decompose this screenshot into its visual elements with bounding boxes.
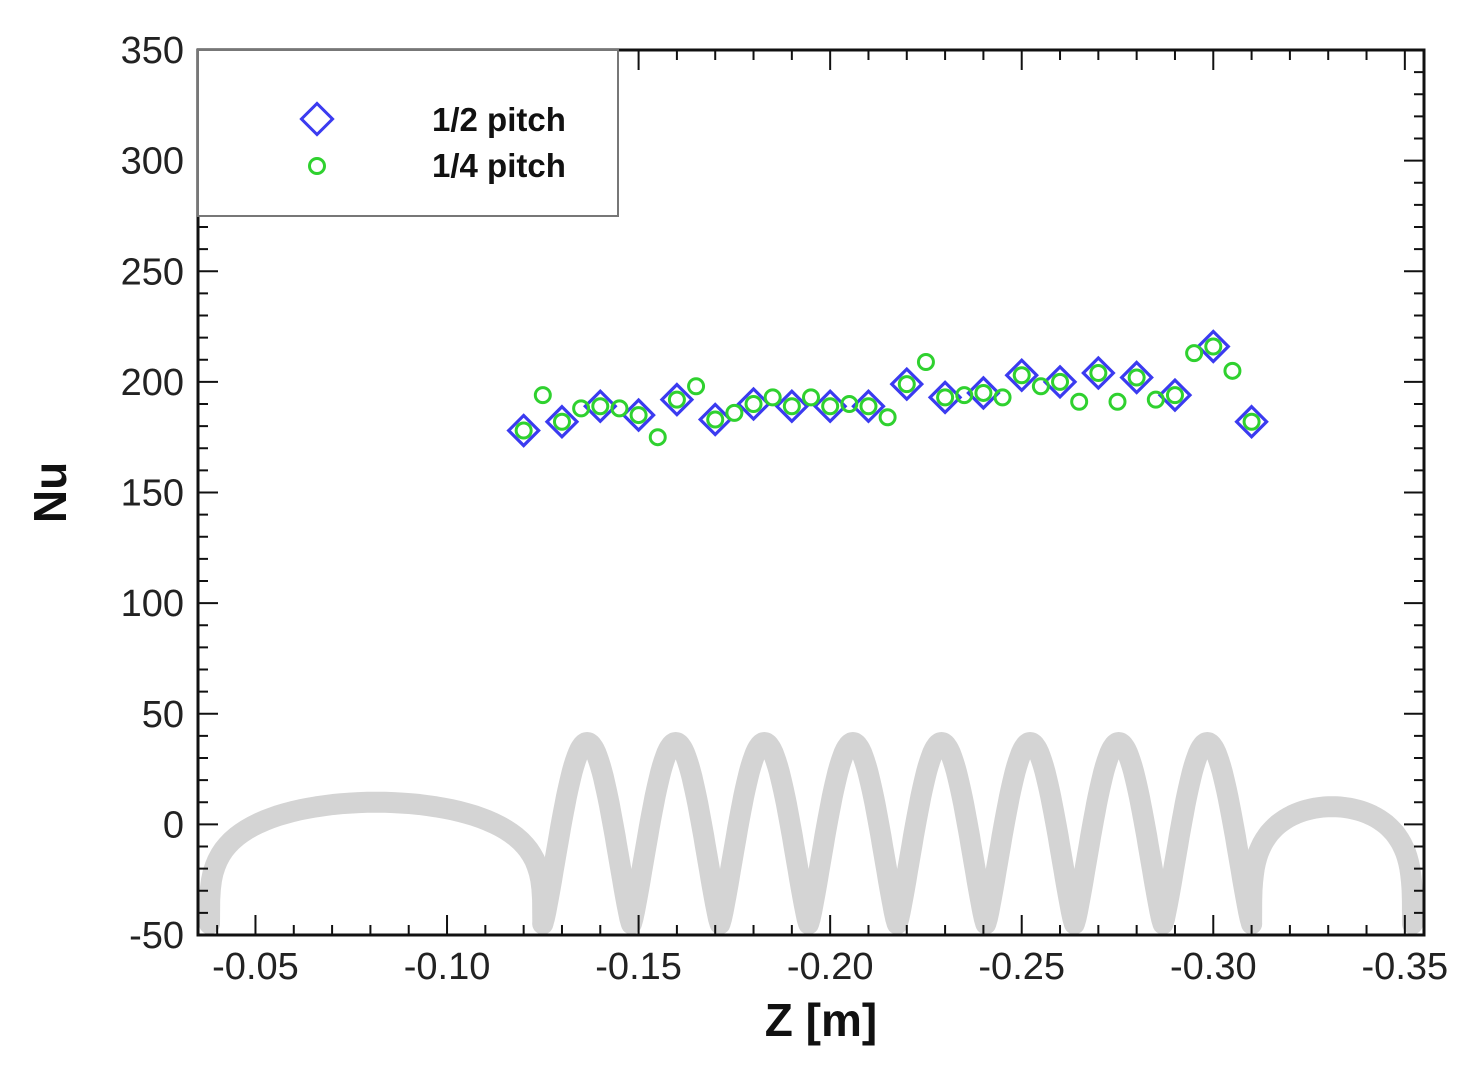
point-quarter-pitch	[993, 388, 1012, 407]
y-axis-title: Nu	[24, 462, 76, 523]
y-tick-label: 100	[121, 583, 184, 625]
y-tick-label: 300	[121, 141, 184, 183]
point-half-pitch	[774, 388, 810, 424]
point-half-pitch	[1004, 357, 1039, 393]
y-tick-label: -50	[129, 915, 184, 957]
point-half-pitch	[1081, 355, 1116, 391]
point-half-pitch	[697, 402, 733, 437]
point-quarter-pitch	[1070, 392, 1089, 411]
point-quarter-pitch	[1165, 386, 1184, 405]
point-half-pitch	[621, 397, 656, 433]
point-quarter-pitch	[955, 386, 974, 405]
y-tick-label: 250	[121, 251, 184, 293]
point-half-pitch	[1196, 329, 1231, 364]
legend-marker-quarter-pitch	[308, 157, 326, 175]
point-half-pitch	[659, 382, 695, 417]
legend-box	[197, 49, 619, 217]
point-half-pitch	[889, 366, 925, 402]
point-half-pitch	[851, 388, 886, 424]
point-half-pitch	[506, 413, 541, 448]
legend-marker-half-pitch	[299, 101, 335, 137]
y-tick-label: 50	[142, 694, 184, 736]
point-half-pitch	[966, 375, 1001, 411]
point-quarter-pitch	[1108, 392, 1127, 411]
point-quarter-pitch	[916, 352, 935, 371]
point-quarter-pitch	[897, 375, 916, 394]
point-quarter-pitch	[1051, 372, 1070, 391]
point-quarter-pitch	[572, 399, 591, 418]
x-tick-label: -0.05	[212, 946, 299, 988]
coil-turns	[532, 732, 1263, 935]
point-half-pitch	[1157, 377, 1193, 413]
y-tick-label: 0	[163, 804, 184, 846]
point-quarter-pitch	[782, 397, 801, 416]
point-quarter-pitch	[648, 428, 667, 447]
point-quarter-pitch	[1127, 368, 1146, 387]
point-quarter-pitch	[552, 412, 571, 431]
point-quarter-pitch	[744, 395, 763, 413]
point-quarter-pitch	[1012, 366, 1031, 385]
point-quarter-pitch	[725, 403, 744, 422]
point-quarter-pitch	[610, 399, 629, 418]
point-quarter-pitch	[667, 390, 686, 409]
point-half-pitch	[1042, 364, 1078, 400]
point-quarter-pitch	[1242, 412, 1261, 431]
point-quarter-pitch	[706, 410, 725, 429]
legend: 1/2 pitch 1/4 pitch	[197, 49, 619, 217]
data-points	[506, 329, 1269, 448]
x-tick-label: -0.25	[978, 946, 1065, 988]
point-quarter-pitch	[1204, 337, 1223, 356]
point-quarter-pitch	[1089, 364, 1108, 383]
tick-labels: -0.05 -0.10 -0.15 -0.20 -0.25 -0.30 -0.35 -50 0 5…	[121, 30, 1449, 988]
point-half-pitch	[927, 380, 963, 415]
x-tick-label: -0.20	[787, 946, 874, 988]
point-quarter-pitch	[1146, 390, 1165, 409]
point-quarter-pitch	[629, 406, 648, 425]
point-quarter-pitch	[514, 421, 533, 440]
point-quarter-pitch	[591, 397, 610, 416]
point-quarter-pitch	[936, 388, 955, 407]
coil-left-arc	[199, 791, 554, 935]
point-quarter-pitch	[974, 383, 993, 402]
point-quarter-pitch	[1031, 377, 1050, 396]
coil-right-arc	[1241, 796, 1423, 935]
point-quarter-pitch	[802, 388, 820, 407]
y-tick-label: 200	[121, 362, 184, 404]
point-quarter-pitch	[763, 388, 782, 407]
point-half-pitch	[736, 386, 771, 422]
point-quarter-pitch	[821, 397, 840, 416]
point-quarter-pitch	[878, 408, 897, 427]
x-tick-label: -0.15	[595, 946, 682, 988]
point-half-pitch	[583, 388, 618, 424]
point-quarter-pitch	[1223, 361, 1242, 380]
x-tick-label: -0.30	[1170, 946, 1257, 988]
legend-label-quarter-pitch: 1/4 pitch	[432, 147, 566, 184]
point-quarter-pitch	[840, 395, 859, 413]
y-tick-label: 150	[121, 473, 184, 515]
point-half-pitch	[812, 388, 848, 424]
x-tick-label: -0.10	[404, 946, 491, 988]
y-tick-label: 350	[121, 30, 184, 72]
point-half-pitch	[544, 404, 580, 439]
x-axis-title: Z [m]	[765, 994, 877, 1046]
legend-label-half-pitch: 1/2 pitch	[432, 101, 566, 138]
point-quarter-pitch	[533, 386, 552, 405]
point-half-pitch	[1119, 360, 1154, 395]
helical-coil-background	[199, 732, 1423, 935]
point-quarter-pitch	[1185, 344, 1204, 363]
plot-frame	[196, 48, 1426, 937]
point-quarter-pitch	[859, 397, 878, 416]
x-tick-label: -0.35	[1362, 946, 1449, 988]
point-quarter-pitch	[687, 377, 706, 396]
point-half-pitch	[1234, 404, 1269, 439]
